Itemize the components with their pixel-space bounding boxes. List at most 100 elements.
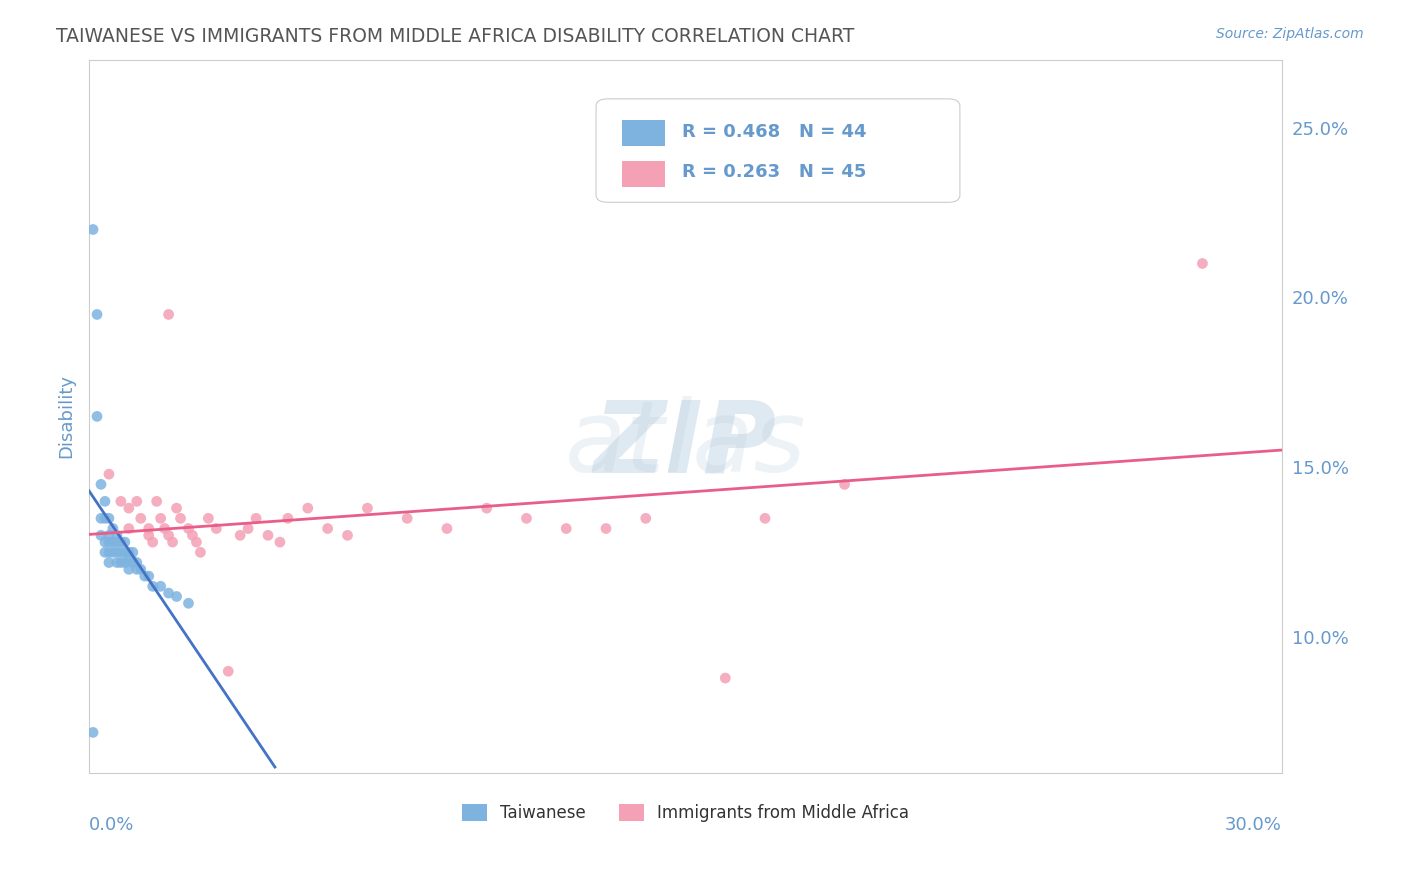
Point — [114, 545, 136, 559]
Point — [269, 535, 291, 549]
FancyBboxPatch shape — [596, 99, 960, 202]
Text: Source: ZipAtlas.com: Source: ZipAtlas.com — [1216, 27, 1364, 41]
Point — [110, 545, 132, 559]
Point — [162, 535, 184, 549]
Point — [515, 511, 537, 525]
Point — [101, 522, 124, 536]
Point — [121, 556, 143, 570]
Point — [177, 522, 200, 536]
Point — [129, 562, 152, 576]
FancyBboxPatch shape — [623, 161, 665, 186]
Point — [97, 545, 120, 559]
Point — [118, 522, 141, 536]
Point — [97, 467, 120, 482]
Point — [101, 535, 124, 549]
Point — [205, 522, 228, 536]
Point — [125, 494, 148, 508]
Point — [97, 535, 120, 549]
Point — [1191, 256, 1213, 270]
Point — [149, 511, 172, 525]
Text: atlas: atlas — [565, 396, 806, 493]
Point — [105, 528, 128, 542]
Point — [186, 535, 208, 549]
Point — [177, 596, 200, 610]
Point — [475, 501, 498, 516]
Point — [118, 552, 141, 566]
Point — [396, 511, 419, 525]
FancyBboxPatch shape — [623, 120, 665, 146]
Point — [97, 528, 120, 542]
Legend: Taiwanese, Immigrants from Middle Africa: Taiwanese, Immigrants from Middle Africa — [456, 797, 917, 829]
Point — [436, 522, 458, 536]
Y-axis label: Disability: Disability — [58, 375, 75, 458]
Point — [138, 528, 160, 542]
Point — [236, 522, 259, 536]
Point — [356, 501, 378, 516]
Point — [97, 511, 120, 525]
Point — [125, 562, 148, 576]
Point — [169, 511, 191, 525]
Point — [336, 528, 359, 542]
Text: 0.0%: 0.0% — [89, 816, 135, 834]
Point — [105, 535, 128, 549]
Point — [142, 579, 165, 593]
Point — [86, 308, 108, 322]
Point — [110, 556, 132, 570]
Point — [97, 556, 120, 570]
Point — [157, 586, 180, 600]
Point — [217, 665, 239, 679]
Point — [153, 522, 176, 536]
Point — [129, 511, 152, 525]
Point — [110, 494, 132, 508]
Point — [634, 511, 657, 525]
Point — [114, 556, 136, 570]
Point — [257, 528, 280, 542]
Point — [149, 579, 172, 593]
Text: R = 0.263   N = 45: R = 0.263 N = 45 — [682, 163, 866, 181]
Point — [142, 535, 165, 549]
Point — [90, 511, 112, 525]
Point — [134, 569, 156, 583]
Point — [297, 501, 319, 516]
Point — [166, 501, 188, 516]
Point — [595, 522, 617, 536]
Point — [166, 590, 188, 604]
Point — [110, 535, 132, 549]
Text: TAIWANESE VS IMMIGRANTS FROM MIDDLE AFRICA DISABILITY CORRELATION CHART: TAIWANESE VS IMMIGRANTS FROM MIDDLE AFRI… — [56, 27, 855, 45]
Point — [555, 522, 578, 536]
Point — [121, 545, 143, 559]
Point — [105, 545, 128, 559]
Point — [157, 308, 180, 322]
Point — [94, 535, 117, 549]
Point — [316, 522, 339, 536]
Point — [277, 511, 299, 525]
Point — [118, 562, 141, 576]
Point — [101, 545, 124, 559]
Point — [834, 477, 856, 491]
Point — [114, 535, 136, 549]
Point — [82, 222, 104, 236]
Point — [90, 528, 112, 542]
Text: R = 0.468   N = 44: R = 0.468 N = 44 — [682, 123, 866, 141]
Point — [145, 494, 167, 508]
Point — [105, 556, 128, 570]
Point — [190, 545, 212, 559]
Point — [138, 569, 160, 583]
Point — [229, 528, 252, 542]
Text: 30.0%: 30.0% — [1225, 816, 1282, 834]
Point — [118, 545, 141, 559]
Point — [94, 545, 117, 559]
Point — [90, 477, 112, 491]
Point — [125, 556, 148, 570]
Point — [197, 511, 219, 525]
Point — [82, 725, 104, 739]
Text: ZIP: ZIP — [593, 396, 778, 493]
Point — [138, 522, 160, 536]
Point — [157, 528, 180, 542]
Point — [754, 511, 776, 525]
Point — [181, 528, 204, 542]
Point — [86, 409, 108, 424]
Point — [94, 494, 117, 508]
Point — [118, 501, 141, 516]
Point — [94, 511, 117, 525]
